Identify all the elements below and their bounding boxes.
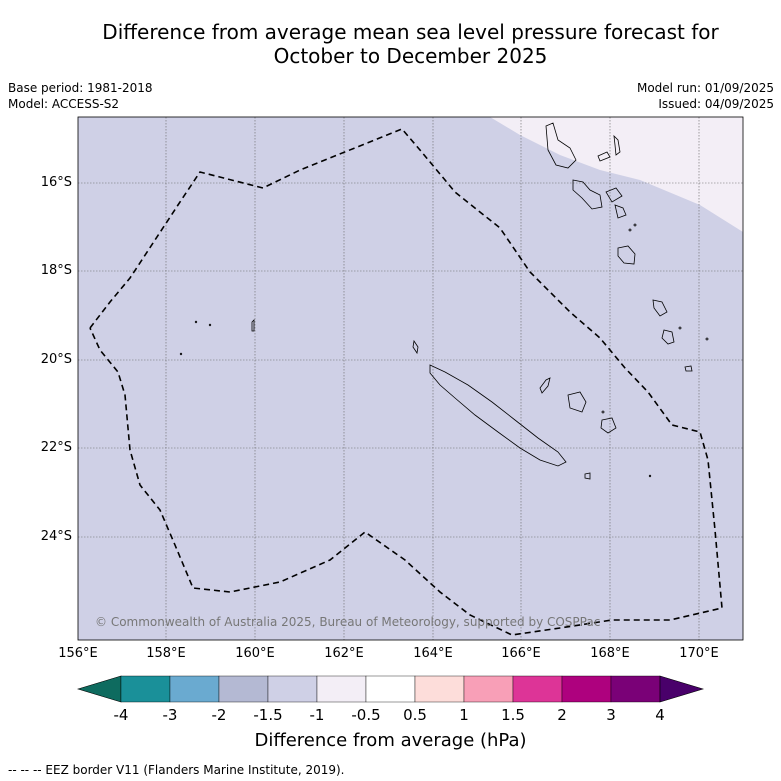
lon-label-160e: 160°E	[235, 646, 275, 661]
colorbar-tick: -2	[211, 706, 227, 724]
lifou-island	[567, 391, 587, 413]
issued-date: Issued: 04/09/2025	[658, 97, 774, 111]
colorbar-tick: -1	[309, 706, 325, 724]
lat-label-22s: 22°S	[40, 440, 72, 455]
copyright-text: © Commonwealth of Australia 2025, Bureau…	[95, 615, 600, 629]
lon-label-156e: 156°E	[58, 646, 98, 661]
colorbar-tick: 3	[606, 706, 616, 724]
colorbar-tick: 4	[655, 706, 665, 724]
colorbar-tick: -3	[162, 706, 178, 724]
lon-label-162e: 162°E	[324, 646, 364, 661]
map-frame	[77, 116, 744, 641]
title-line-1: Difference from average mean sea level p…	[102, 20, 719, 44]
model-run: Model run: 01/09/2025	[636, 81, 774, 95]
eez-border	[89, 128, 723, 636]
lat-label-20s: 20°S	[40, 352, 72, 367]
colorbar-tick: 2	[557, 706, 567, 724]
colorbar-tick: -4	[113, 706, 129, 724]
lat-label-18s: 18°S	[40, 263, 72, 278]
lat-label-16s: 16°S	[40, 175, 72, 190]
meta-left: Base period: 1981-2018 Model: ACCESS-S2	[8, 80, 153, 112]
ouvea-island	[539, 377, 551, 394]
belep-islands	[412, 339, 419, 355]
colorbar-tick: 1	[459, 706, 469, 724]
title-line-2: October to December 2025	[273, 44, 548, 68]
lon-label-166e: 166°E	[501, 646, 541, 661]
colorbar-tick: 1.5	[501, 706, 525, 724]
colorbar-tick: 0.5	[403, 706, 427, 724]
colorbar-tick: -0.5	[351, 706, 381, 724]
mare-island	[600, 417, 617, 434]
lon-label-164e: 164°E	[413, 646, 453, 661]
small-islands	[179, 223, 709, 478]
gridlines	[78, 117, 743, 640]
vanuatu-islands	[545, 122, 693, 372]
new-caledonia-island	[429, 364, 567, 467]
map-background	[78, 117, 743, 640]
meta-right: Model run: 01/09/2025 Issued: 04/09/2025	[637, 80, 774, 112]
light-anomaly-region	[490, 117, 743, 232]
colorbar-label: Difference from average (hPa)	[254, 730, 527, 751]
lat-label-24s: 24°S	[40, 529, 72, 544]
eez-legend-footer: -- -- -- EEZ border V11 (Flanders Marine…	[8, 763, 345, 777]
lon-label-168e: 168°E	[590, 646, 630, 661]
lon-label-170e: 170°E	[679, 646, 719, 661]
base-period: Base period: 1981-2018	[8, 81, 153, 95]
isle-of-pines	[584, 472, 591, 480]
map-title: Difference from average mean sea level p…	[0, 20, 781, 68]
lon-label-158e: 158°E	[146, 646, 186, 661]
colorbar-tick: -1.5	[253, 706, 283, 724]
model-name: Model: ACCESS-S2	[8, 97, 120, 111]
